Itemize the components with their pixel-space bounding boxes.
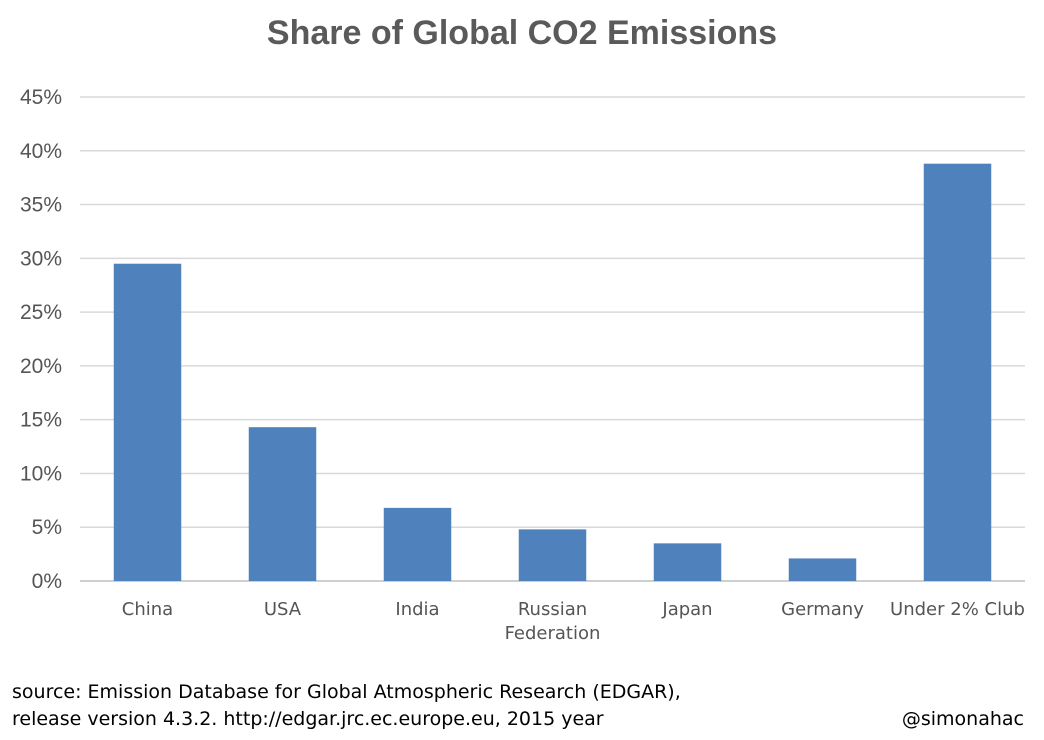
y-tick-label: 0% — [32, 570, 62, 593]
x-tick-label: Under 2% Club — [890, 599, 1025, 620]
x-tick-label: Japan — [661, 599, 712, 620]
x-tick-label: Russian — [518, 599, 587, 620]
y-tick-label: 25% — [20, 301, 62, 324]
bar — [788, 558, 857, 581]
y-tick-label: 30% — [20, 247, 62, 270]
y-tick-label: 15% — [20, 409, 62, 432]
x-tick-label: Germany — [781, 599, 864, 620]
y-tick-label: 40% — [20, 140, 62, 163]
bars — [113, 163, 992, 581]
source-line-1: source: Emission Database for Global Atm… — [12, 681, 681, 703]
y-tick-label: 20% — [20, 355, 62, 378]
y-tick-label: 35% — [20, 194, 62, 217]
chart-title: Share of Global CO2 Emissions — [266, 14, 778, 52]
y-tick-label: 45% — [20, 86, 62, 109]
x-tick-label: China — [122, 599, 173, 620]
x-tick-label: Federation — [505, 623, 601, 644]
gridlines — [80, 96, 1025, 582]
bar — [518, 529, 587, 581]
bar — [113, 263, 182, 581]
x-axis-ticks: China USA India Russian Federation Japan Germa… — [122, 599, 1025, 644]
bar — [653, 543, 722, 581]
bar-chart: 0% 5% 10% 15% 20% 25% 30% 35% 40% 45% China USA Ind… — [20, 86, 1025, 644]
source-line-2: release version 4.3.2. http://edgar.jrc.… — [12, 708, 604, 730]
y-tick-label: 5% — [32, 516, 62, 539]
y-tick-label: 10% — [20, 462, 62, 485]
x-tick-label: USA — [264, 599, 302, 620]
author-credit: @simonahac — [901, 708, 1024, 730]
y-axis-ticks: 0% 5% 10% 15% 20% 25% 30% 35% 40% 45% — [20, 86, 62, 593]
bar — [248, 427, 317, 581]
bar — [383, 507, 452, 581]
x-tick-label: India — [395, 599, 439, 620]
bar — [923, 163, 992, 581]
